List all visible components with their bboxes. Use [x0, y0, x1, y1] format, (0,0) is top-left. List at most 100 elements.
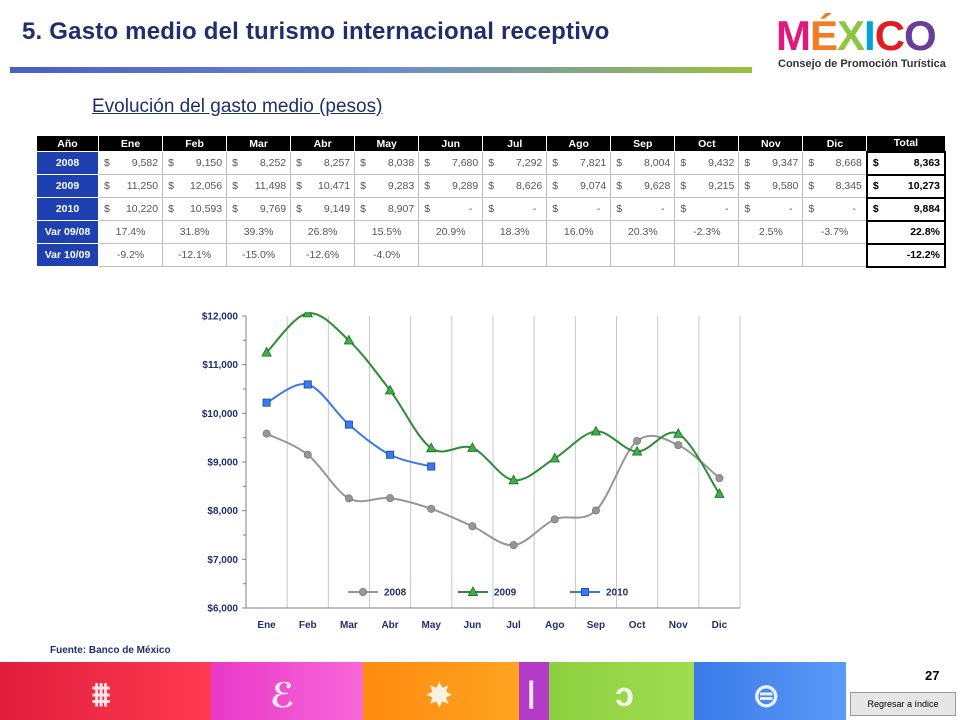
back-to-index-button[interactable]: Regresar a índice: [850, 692, 956, 716]
value-cell: $11,498: [226, 174, 292, 198]
cell-value: 11,250: [126, 180, 159, 192]
cell-value: 8,363: [913, 157, 940, 169]
value-cell: $8,668: [802, 151, 868, 175]
x-tick-label: Oct: [629, 620, 646, 631]
currency-symbol: $: [872, 203, 879, 215]
currency-symbol: $: [168, 157, 174, 169]
data-point-2010: [303, 380, 312, 389]
currency-symbol: $: [680, 157, 687, 169]
value-cell: $8,038: [354, 151, 420, 175]
value-cell: $9,149: [290, 197, 356, 221]
value-cell: 31.8%: [162, 220, 228, 244]
cell-value: 12,056: [189, 180, 223, 192]
value-cell: $9,283: [354, 174, 420, 198]
column-header: Feb: [162, 135, 228, 152]
value-cell: $10,220: [98, 197, 164, 221]
x-tick-label: May: [422, 620, 442, 631]
footer-band-purple: [519, 662, 549, 720]
value-cell: 18.3%: [482, 220, 548, 244]
column-header: Ago: [546, 135, 612, 152]
data-point-2009: [425, 442, 437, 453]
cell-value: 10,593: [189, 203, 223, 215]
cell-value: 9,582: [131, 157, 159, 169]
currency-symbol: $: [744, 203, 751, 215]
table-row: 2010 $10,220 $10,593 $9,769 $9,149 $8,907 $ - $ -…: [35, 196, 947, 222]
x-tick-label: Nov: [669, 620, 688, 631]
cell-value: 8,668: [835, 157, 862, 169]
cell-value: 9,289: [451, 180, 479, 192]
currency-symbol: $: [616, 157, 623, 169]
value-cell: $ -: [418, 197, 484, 221]
currency-symbol: $: [296, 157, 302, 169]
cell-value: -: [532, 203, 537, 215]
cell-value: 8,038: [387, 157, 415, 169]
cell-value: 9,150: [195, 157, 223, 169]
data-point-2009: [261, 346, 272, 357]
sun-glyph-icon: ✸: [425, 677, 454, 715]
value-cell: $ -: [482, 197, 548, 221]
data-point-2008: [550, 515, 559, 524]
cell-value: 8,257: [323, 157, 351, 169]
data-point-2009: [467, 442, 478, 452]
value-cell: $8,252: [226, 151, 292, 175]
x-tick-label: Mar: [340, 620, 358, 631]
value-cell: $9,582: [98, 151, 164, 175]
currency-symbol: $: [808, 180, 815, 192]
section-subtitle: Evolución del gasto medio (pesos): [92, 96, 383, 117]
total-cell: $10,273: [865, 173, 947, 199]
currency-symbol: $: [360, 203, 366, 215]
currency-symbol: $: [680, 203, 687, 215]
value-cell: $ -: [610, 197, 676, 221]
currency-symbol: $: [104, 157, 110, 169]
legend-marker-2008: [358, 587, 367, 596]
value-cell: $7,821: [546, 151, 612, 175]
data-point-2009: [714, 488, 725, 498]
column-glyph-icon: |: [527, 676, 536, 709]
cell-value: -: [660, 203, 665, 215]
x-tick-label: Dic: [712, 620, 728, 631]
x-tick-label: Ago: [545, 620, 564, 631]
currency-symbol: $: [808, 157, 815, 169]
value-cell: -2.3%: [674, 220, 740, 244]
data-point-2008: [674, 441, 683, 450]
data-point-2009: [508, 474, 519, 485]
currency-symbol: $: [552, 203, 559, 215]
value-cell: $9,074: [546, 174, 612, 198]
table-row: Var 10/09 -9.2% -12.1% -15.0% -12.6% -4.0% -12…: [35, 242, 947, 268]
table-row: Var 09/08 17.4% 31.8% 39.3% 26.8% 15.5% 20.9% 1…: [35, 219, 947, 245]
cell-value: 10,471: [318, 180, 351, 192]
value-cell: $8,345: [802, 174, 868, 198]
data-point-2008: [344, 494, 353, 503]
y-tick-label: $6,000: [207, 604, 238, 615]
value-cell: $9,289: [418, 174, 484, 198]
cell-value: 8,004: [644, 157, 671, 169]
value-cell: $9,432: [674, 151, 740, 175]
data-point-2009: [590, 425, 602, 436]
column-header: May: [354, 135, 420, 152]
cell-value: -: [788, 203, 793, 215]
currency-symbol: $: [552, 180, 559, 192]
currency-symbol: $: [424, 157, 431, 169]
data-point-2008: [715, 474, 724, 483]
cell-value: -: [468, 203, 473, 215]
row-label: Var 09/08: [35, 220, 100, 244]
data-point-2009: [302, 312, 314, 318]
currency-symbol: $: [488, 203, 495, 215]
currency-symbol: $: [104, 203, 110, 215]
value-cell: $ -: [738, 197, 804, 221]
value-cell: $9,347: [738, 151, 804, 175]
cell-value: 9,580: [772, 180, 799, 192]
value-cell: $12,056: [162, 174, 228, 198]
value-cell: $8,004: [610, 151, 676, 175]
currency-symbol: $: [296, 180, 302, 192]
value-cell: [610, 243, 676, 267]
value-cell: $8,907: [354, 197, 420, 221]
data-point-2010: [427, 462, 436, 471]
cell-value: 9,432: [708, 157, 735, 169]
data-point-2009: [549, 452, 561, 463]
value-cell: $9,215: [674, 174, 740, 198]
cell-value: 9,215: [708, 180, 735, 192]
logo-wordmark: MÉXICO: [776, 12, 937, 59]
currency-symbol: $: [104, 180, 110, 192]
value-cell: -4.0%: [354, 243, 420, 267]
